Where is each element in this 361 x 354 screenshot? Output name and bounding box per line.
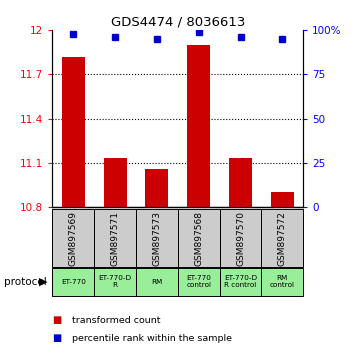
Text: GSM897571: GSM897571 xyxy=(110,211,119,266)
Bar xyxy=(94,268,136,296)
Bar xyxy=(62,57,85,207)
Text: percentile rank within the sample: percentile rank within the sample xyxy=(72,333,232,343)
Text: RM: RM xyxy=(151,279,162,285)
Text: ET-770
control: ET-770 control xyxy=(186,275,211,288)
Text: GSM897569: GSM897569 xyxy=(69,211,78,266)
Text: transformed count: transformed count xyxy=(72,316,161,325)
Bar xyxy=(219,209,261,267)
Bar xyxy=(94,209,136,267)
Bar xyxy=(229,158,252,207)
Bar xyxy=(271,192,294,207)
Text: GSM897573: GSM897573 xyxy=(152,211,161,266)
Text: ▶: ▶ xyxy=(39,277,48,287)
Text: ■: ■ xyxy=(52,315,62,325)
Text: GSM897572: GSM897572 xyxy=(278,211,287,266)
Bar xyxy=(219,268,261,296)
Text: RM
control: RM control xyxy=(270,275,295,288)
Bar xyxy=(187,45,210,207)
Bar xyxy=(52,268,94,296)
Bar xyxy=(104,158,127,207)
Title: GDS4474 / 8036613: GDS4474 / 8036613 xyxy=(110,16,245,29)
Text: ET-770-D
R: ET-770-D R xyxy=(99,275,132,288)
Text: ■: ■ xyxy=(52,333,62,343)
Bar xyxy=(52,209,94,267)
Text: protocol: protocol xyxy=(4,277,46,287)
Text: GSM897570: GSM897570 xyxy=(236,211,245,266)
Text: ET-770: ET-770 xyxy=(61,279,86,285)
Bar xyxy=(261,209,303,267)
Bar xyxy=(136,209,178,267)
Bar xyxy=(136,268,178,296)
Bar xyxy=(261,268,303,296)
Text: ET-770-D
R control: ET-770-D R control xyxy=(224,275,257,288)
Text: GSM897568: GSM897568 xyxy=(194,211,203,266)
Bar xyxy=(178,268,219,296)
Bar xyxy=(178,209,219,267)
Bar xyxy=(145,169,168,207)
